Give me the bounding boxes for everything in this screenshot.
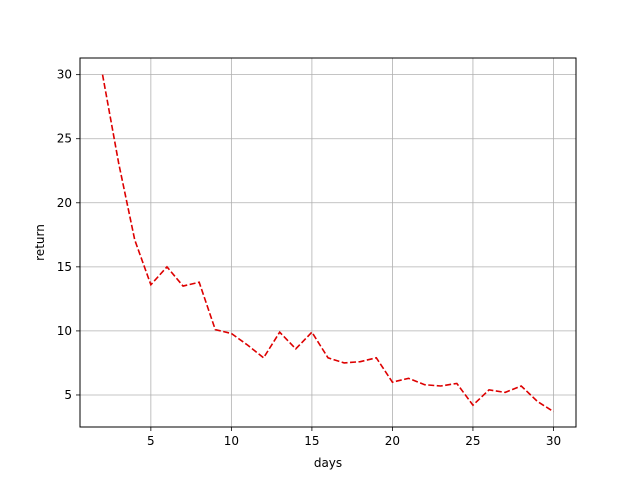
grid [80,58,576,427]
x-tick-label-4: 25 [465,434,480,448]
y-tick-label-5: 30 [57,68,72,82]
y-tick-label-0: 5 [64,388,72,402]
x-tick-label-1: 10 [224,434,239,448]
x-tick-label-2: 15 [304,434,319,448]
x-tick-label-0: 5 [147,434,155,448]
y-tick-label-1: 10 [57,324,72,338]
series-line-0 [101,74,554,413]
series-layer [101,74,554,413]
x-axis-label: days [314,456,342,470]
y-tick-label-3: 20 [57,196,72,210]
y-axis-label: return [33,224,47,261]
y-tick-label-2: 15 [57,260,72,274]
plot-frame [79,57,577,428]
tick-layer: 5 10 15 20 25 30 5 10 15 20 25 30 [57,68,561,448]
y-tick-label-4: 25 [57,132,72,146]
x-tick-label-3: 20 [385,434,400,448]
x-tick-label-5: 30 [546,434,561,448]
